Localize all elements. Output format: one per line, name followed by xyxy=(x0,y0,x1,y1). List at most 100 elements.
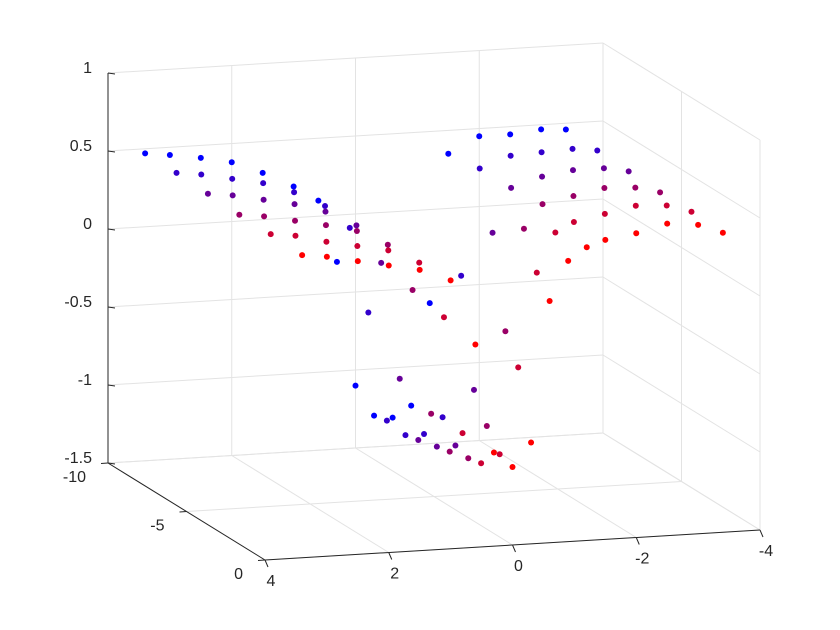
point xyxy=(496,451,503,458)
z-tick-label: -1.5 xyxy=(64,450,92,467)
point xyxy=(583,244,590,251)
point xyxy=(198,171,205,178)
grid-line xyxy=(602,120,761,219)
point xyxy=(483,422,490,429)
point xyxy=(657,189,664,196)
point xyxy=(552,229,559,236)
z-tick-label: 0 xyxy=(83,216,92,233)
point xyxy=(333,258,340,265)
y-tick-label: -10 xyxy=(63,469,86,486)
point xyxy=(322,202,329,209)
grid-line xyxy=(107,354,604,386)
z-tick xyxy=(107,72,116,75)
point xyxy=(570,193,577,200)
point xyxy=(478,460,485,467)
point xyxy=(502,328,509,335)
point xyxy=(515,364,522,371)
x-tick-label: -4 xyxy=(759,543,773,560)
point xyxy=(323,253,330,260)
point xyxy=(352,382,359,389)
point xyxy=(601,184,608,191)
x-tick-label: 2 xyxy=(390,566,399,583)
grid-line xyxy=(186,481,682,512)
x-tick xyxy=(512,544,516,553)
point xyxy=(228,159,235,166)
point xyxy=(353,228,360,235)
grid-line xyxy=(107,432,604,464)
point xyxy=(533,269,540,276)
point xyxy=(428,410,435,417)
point xyxy=(166,152,173,159)
point xyxy=(292,217,299,224)
z-tick xyxy=(107,462,116,465)
point xyxy=(470,386,477,393)
point xyxy=(197,154,204,161)
point xyxy=(538,126,545,133)
grid-line xyxy=(107,42,604,74)
point xyxy=(229,175,236,182)
point xyxy=(562,126,569,133)
point xyxy=(354,243,361,250)
point xyxy=(416,259,423,266)
y-tick-label: -5 xyxy=(150,518,164,535)
point xyxy=(346,224,353,231)
point xyxy=(322,222,329,229)
point xyxy=(408,402,415,409)
point xyxy=(538,149,545,156)
point xyxy=(291,201,298,208)
point xyxy=(229,192,236,199)
point xyxy=(416,266,423,273)
point xyxy=(664,220,671,227)
point xyxy=(353,222,360,229)
x-tick xyxy=(264,559,269,568)
point xyxy=(173,169,180,176)
point xyxy=(402,432,409,439)
point xyxy=(261,213,268,220)
x-tick-label: 4 xyxy=(267,573,276,590)
point xyxy=(602,236,609,243)
x-tick xyxy=(388,552,393,560)
point xyxy=(290,183,297,190)
point xyxy=(508,184,515,191)
point xyxy=(632,202,639,209)
y-tick-label: 0 xyxy=(234,566,243,583)
point xyxy=(409,287,416,294)
grid-line xyxy=(107,276,604,308)
point xyxy=(625,168,632,175)
grid-line xyxy=(107,120,604,152)
point xyxy=(385,262,392,269)
point xyxy=(447,277,454,284)
point xyxy=(236,211,243,218)
point xyxy=(426,300,433,307)
point xyxy=(688,208,695,215)
x-tick xyxy=(635,537,640,545)
grid-line xyxy=(602,354,761,453)
point xyxy=(385,247,392,254)
point xyxy=(472,341,479,348)
point xyxy=(539,201,546,208)
point xyxy=(440,314,447,321)
y-tick xyxy=(257,559,266,561)
point xyxy=(365,309,372,316)
point xyxy=(565,257,572,264)
point xyxy=(509,464,516,470)
point xyxy=(489,229,496,236)
x-tick xyxy=(759,529,764,538)
z-tick-label: -0.5 xyxy=(64,294,92,311)
point xyxy=(632,184,639,191)
point xyxy=(371,412,378,419)
point xyxy=(433,443,440,450)
point xyxy=(315,197,322,204)
point xyxy=(570,219,577,226)
grid-line xyxy=(602,276,761,375)
point xyxy=(291,189,298,196)
point xyxy=(528,439,535,446)
point xyxy=(490,449,497,456)
point xyxy=(719,229,726,236)
z-tick xyxy=(107,228,116,231)
point xyxy=(601,210,608,217)
grid-line xyxy=(602,198,761,297)
point xyxy=(299,252,306,259)
point xyxy=(292,232,299,239)
